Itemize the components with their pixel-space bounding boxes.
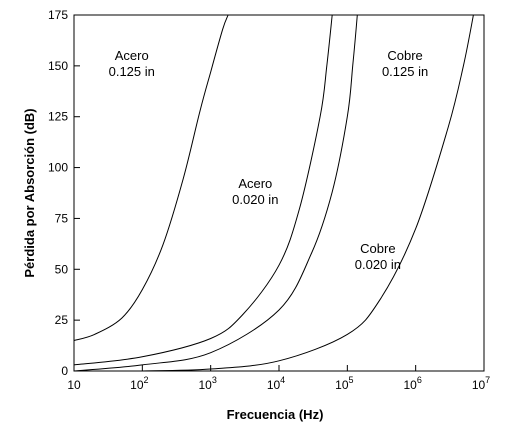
curve-acero-0-125-in	[73, 14, 229, 341]
y-tick-label: 50	[55, 262, 69, 276]
curve-label: Acero 0.125 in	[109, 48, 155, 79]
curve-label-line: 0.125 in	[382, 64, 428, 79]
curve-acero-0-020-in	[73, 14, 333, 366]
y-tick-label: 75	[55, 211, 69, 225]
curve-label: Cobre 0.020 in	[355, 241, 401, 272]
x-tick-exponent: 5	[349, 375, 354, 385]
x-tick-label: 104	[267, 375, 285, 392]
x-tick-label: 10	[67, 378, 81, 392]
y-tick-label: 25	[55, 313, 69, 327]
x-tick-exponent: 4	[280, 375, 285, 385]
x-tick-base: 10	[267, 378, 281, 392]
x-tick-base: 10	[472, 378, 486, 392]
curve-cobre-0-125-in	[73, 14, 358, 372]
y-tick-label: 0	[61, 364, 68, 378]
y-tick-label: 150	[48, 59, 68, 73]
x-tick-exponent: 7	[485, 375, 490, 385]
x-tick-base: 10	[198, 378, 212, 392]
x-tick-label: 102	[130, 375, 148, 392]
y-axis-title: Pérdida por Absorción (dB)	[22, 108, 37, 277]
x-tick-base: 10	[67, 378, 81, 392]
x-tick-exponent: 3	[212, 375, 217, 385]
curve-label-line: 0.020 in	[232, 192, 278, 207]
x-tick-label: 103	[198, 375, 216, 392]
x-tick-label: 107	[472, 375, 490, 392]
curve-label: Acero 0.020 in	[232, 176, 278, 207]
x-tick-base: 10	[335, 378, 349, 392]
x-tick-label: 105	[335, 375, 353, 392]
y-axis: 0 25 50 75 100 125 150 175	[48, 8, 80, 378]
curve-label: Cobre 0.125 in	[382, 48, 428, 79]
x-axis-title: Frecuencia (Hz)	[227, 407, 324, 422]
curve-cobre-0-020-in	[142, 14, 474, 372]
curve-label-line: Acero	[115, 48, 149, 63]
curves	[73, 14, 474, 372]
y-tick-label: 125	[48, 110, 68, 124]
y-tick-label: 175	[48, 8, 68, 22]
curve-label-line: 0.020 in	[355, 257, 401, 272]
curve-label-line: Cobre	[360, 241, 395, 256]
curve-label-line: Cobre	[387, 48, 422, 63]
curve-label-line: Acero	[238, 176, 272, 191]
curve-label-line: 0.125 in	[109, 64, 155, 79]
x-tick-base: 10	[403, 378, 417, 392]
x-tick-exponent: 2	[144, 375, 149, 385]
x-tick-exponent: 6	[417, 375, 422, 385]
y-tick-label: 100	[48, 161, 68, 175]
x-tick-label: 106	[403, 375, 421, 392]
x-axis: 10 102 103 104 105 106 107	[67, 365, 490, 392]
x-tick-base: 10	[130, 378, 144, 392]
